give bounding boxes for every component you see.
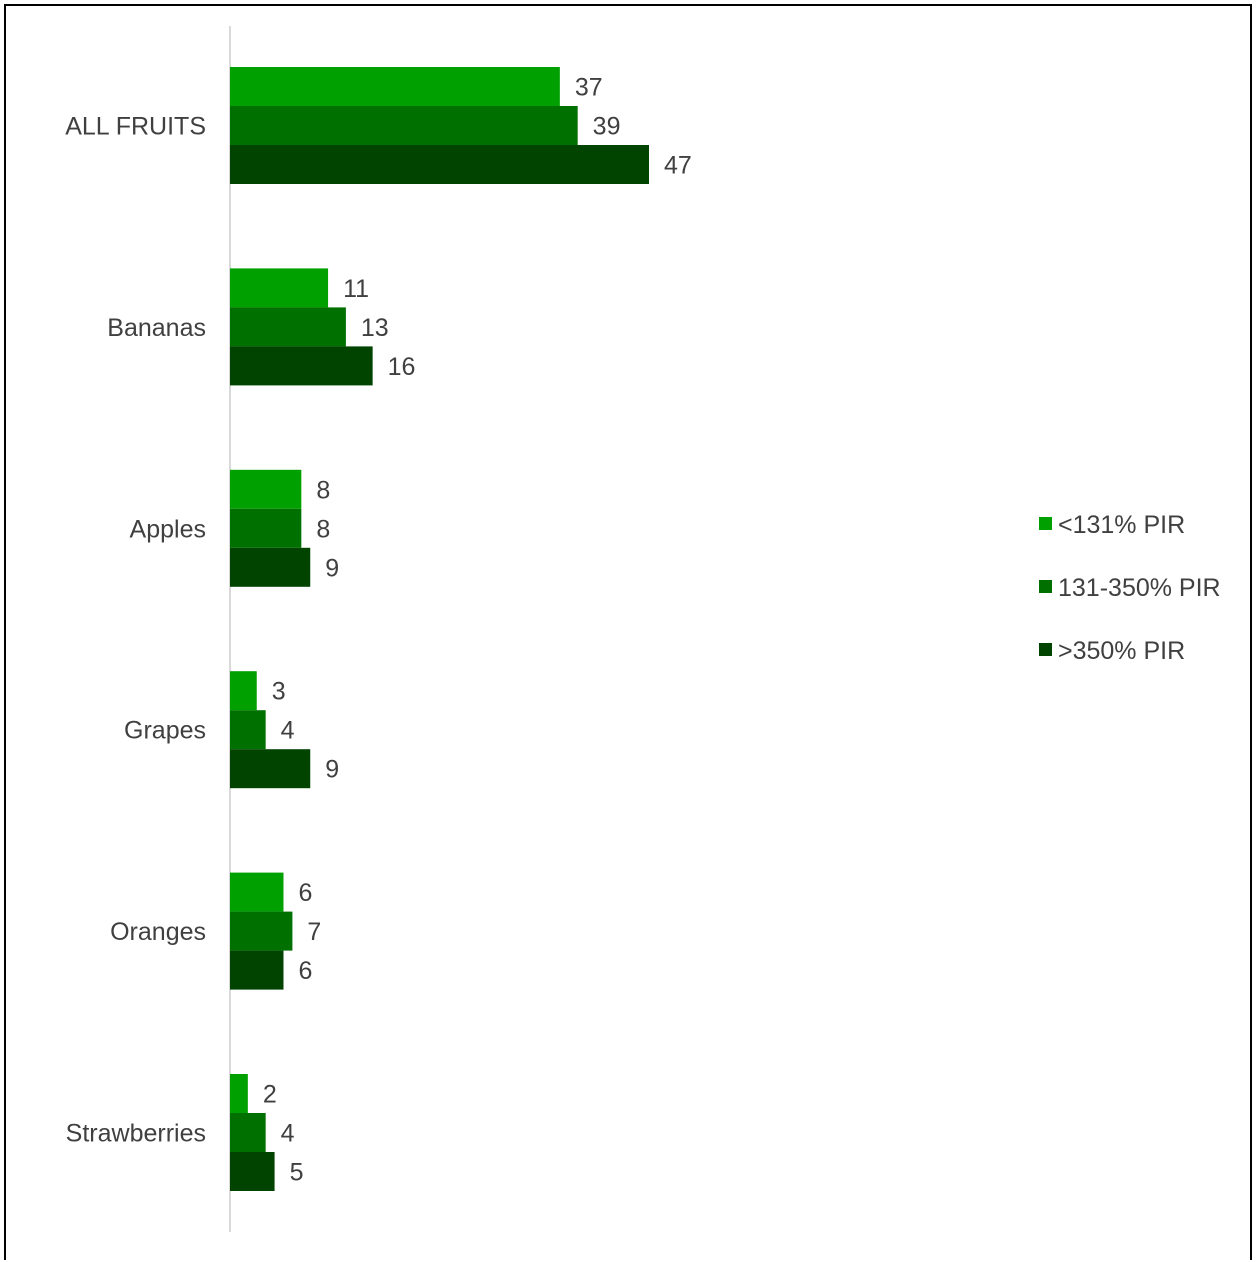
data-label: 9 (325, 554, 339, 582)
category-label: ALL FRUITS (65, 113, 206, 141)
category-label: Apples (130, 515, 206, 543)
category-labels-group: ALL FRUITS Bananas Apples Grapes Oranges Stra… (65, 113, 206, 1148)
bar (230, 710, 266, 750)
data-label: 9 (325, 756, 339, 784)
bar (230, 469, 302, 509)
data-label: 8 (316, 476, 330, 504)
bar (230, 950, 284, 990)
data-label: 13 (361, 314, 389, 342)
data-label: 39 (593, 113, 621, 141)
legend-swatch (1039, 580, 1052, 593)
data-label: 6 (298, 879, 312, 907)
legend-label: 131-350% PIR (1058, 574, 1221, 602)
bar (230, 145, 649, 184)
bar (230, 1074, 248, 1113)
data-label: 11 (343, 275, 369, 303)
chart-frame (4, 4, 1252, 1260)
data-label: 4 (281, 717, 295, 745)
data-label: 4 (281, 1120, 295, 1148)
data-label: 47 (664, 152, 692, 180)
category-label: Oranges (110, 918, 206, 946)
bar (230, 872, 284, 912)
bar (230, 1113, 266, 1152)
data-label: 7 (307, 918, 321, 946)
bar (230, 671, 257, 711)
data-label: 16 (388, 353, 416, 381)
legend-label: <131% PIR (1058, 511, 1185, 539)
legend-label: >350% PIR (1058, 637, 1185, 665)
bar (230, 67, 560, 106)
category-label: Strawberries (66, 1120, 206, 1148)
bar (230, 1152, 275, 1191)
bar (230, 749, 311, 789)
data-label: 37 (575, 74, 603, 102)
bar (230, 508, 302, 548)
legend-swatch (1039, 517, 1052, 530)
data-label: 3 (272, 678, 286, 706)
bar (230, 346, 373, 386)
bar (230, 547, 311, 587)
data-label: 6 (298, 957, 312, 985)
bar (230, 307, 346, 347)
category-label: Bananas (107, 314, 206, 342)
bar (230, 268, 329, 308)
legend-swatch (1039, 643, 1052, 656)
legend: <131% PIR 131-350% PIR >350% PIR (1039, 511, 1221, 665)
bar (230, 911, 293, 951)
data-label: 5 (290, 1159, 304, 1187)
category-label: Grapes (124, 717, 206, 745)
data-label: 2 (263, 1081, 277, 1109)
bar (230, 106, 578, 145)
data-label: 8 (316, 515, 330, 543)
